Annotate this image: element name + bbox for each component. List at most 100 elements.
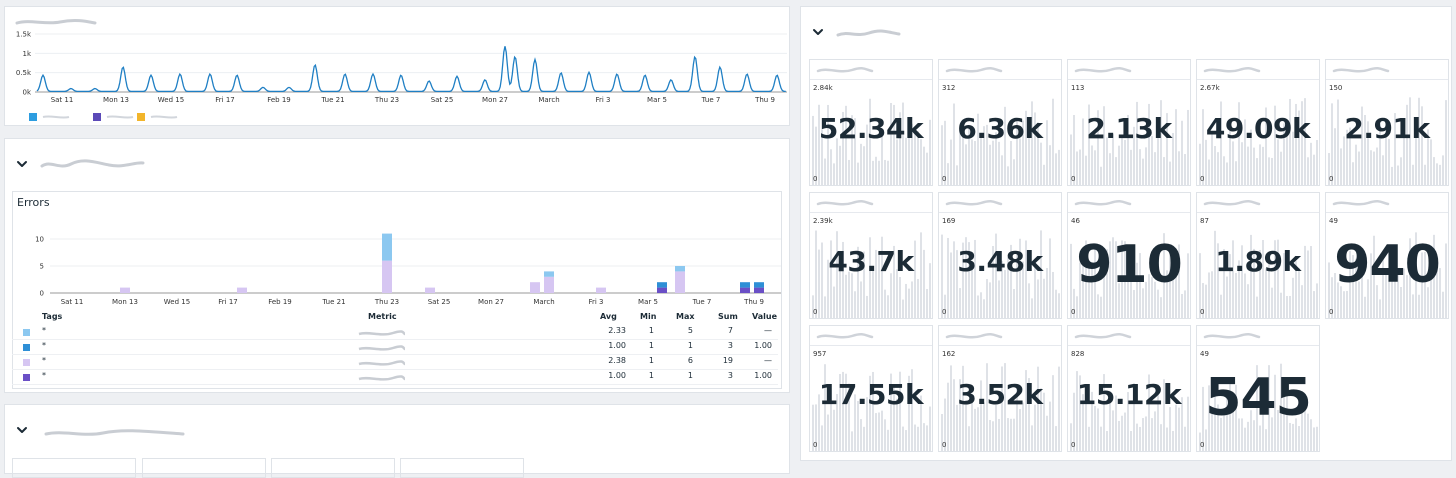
x-tick-label: Wed 15 bbox=[158, 96, 184, 104]
tile-value: 3.48k bbox=[957, 245, 1043, 278]
query-value-tile[interactable]: 87 0 1.89k bbox=[1196, 192, 1320, 319]
query-value-tile[interactable]: 2.67k 0 49.09k bbox=[1196, 59, 1320, 186]
errors-widget-title: Errors bbox=[17, 196, 50, 209]
legend-swatch-purple[interactable] bbox=[93, 113, 101, 121]
tile-value: 2.13k bbox=[1086, 112, 1172, 145]
y-tick-label: 1k bbox=[22, 50, 31, 58]
tile-background-bars bbox=[1199, 230, 1318, 318]
error-bar-segment[interactable] bbox=[237, 287, 247, 293]
error-bar-segment[interactable] bbox=[657, 287, 667, 293]
redacted-title-scribble bbox=[15, 18, 97, 25]
error-bar-segment[interactable] bbox=[596, 287, 606, 293]
legend-swatch-yellow[interactable] bbox=[137, 113, 145, 121]
x-tick-label: Thu 9 bbox=[743, 298, 764, 306]
series-color-swatch bbox=[23, 329, 30, 336]
tile-y-max: 2.39k bbox=[813, 217, 833, 225]
query-value-tile[interactable]: 169 0 3.48k bbox=[938, 192, 1062, 319]
legend-swatch-blue[interactable] bbox=[29, 113, 37, 121]
x-tick-label: Mar 5 bbox=[647, 96, 667, 104]
query-value-tile[interactable]: 46 0 910 bbox=[1067, 192, 1191, 319]
tile-background-bars bbox=[812, 98, 931, 185]
error-bar-segment[interactable] bbox=[120, 287, 130, 293]
tile-y-min: 0 bbox=[1200, 441, 1205, 449]
col-tags[interactable]: Tags bbox=[42, 312, 63, 321]
y-tick-label: 5 bbox=[40, 263, 44, 271]
col-max[interactable]: Max bbox=[676, 312, 695, 321]
table-row[interactable]: * 2.33 1 5 7 — bbox=[12, 326, 778, 340]
error-bar-segment[interactable] bbox=[675, 271, 685, 293]
query-value-tile[interactable]: 2.84k 0 52.34k bbox=[809, 59, 933, 186]
error-bar-segment[interactable] bbox=[740, 282, 750, 288]
x-tick-label: Fri 3 bbox=[595, 96, 610, 104]
cell-min: 1 bbox=[648, 326, 654, 335]
tile-y-min: 0 bbox=[1071, 441, 1076, 449]
col-sum[interactable]: Sum bbox=[718, 312, 738, 321]
error-bar-segment[interactable] bbox=[740, 287, 750, 293]
errors-table-header: Tags Metric Avg Min Max Sum Value bbox=[12, 312, 778, 326]
x-tick-label: March bbox=[538, 96, 559, 104]
chevron-down-icon[interactable] bbox=[15, 423, 29, 437]
col-metric[interactable]: Metric bbox=[368, 312, 397, 321]
error-bar-segment[interactable] bbox=[544, 276, 554, 293]
redacted-metric-scribble bbox=[358, 360, 406, 366]
chevron-down-icon[interactable] bbox=[811, 25, 825, 39]
chevron-down-icon[interactable] bbox=[15, 157, 29, 171]
table-row[interactable]: * 2.38 1 6 19 — bbox=[12, 356, 778, 370]
query-value-tile[interactable]: 2.39k 0 43.7k bbox=[809, 192, 933, 319]
table-row[interactable]: * 1.00 1 1 3 1.00 bbox=[12, 371, 778, 385]
error-bar-segment[interactable] bbox=[382, 233, 392, 261]
query-value-tile[interactable]: 162 0 3.52k bbox=[938, 325, 1062, 452]
tile-background-bars bbox=[941, 363, 1060, 451]
x-tick-label: Mon 27 bbox=[482, 96, 508, 104]
cell-value: 1.00 bbox=[754, 371, 772, 380]
x-tick-label: Feb 19 bbox=[267, 96, 291, 104]
tile-y-min: 0 bbox=[813, 175, 818, 183]
x-tick-label: Tue 7 bbox=[701, 96, 721, 104]
redacted-tile-title-scribble bbox=[1332, 200, 1390, 206]
redacted-group-title-scribble bbox=[44, 429, 185, 436]
tile-y-max: 150 bbox=[1329, 84, 1343, 92]
tile-y-min: 0 bbox=[1071, 308, 1076, 316]
y-tick-label: 0 bbox=[40, 290, 44, 298]
redacted-tile-title-scribble bbox=[816, 333, 874, 339]
cell-avg: 2.38 bbox=[608, 356, 626, 365]
query-value-tile[interactable]: 49 0 940 bbox=[1325, 192, 1449, 319]
query-value-tile[interactable]: 312 0 6.36k bbox=[938, 59, 1062, 186]
cell-avg: 1.00 bbox=[608, 371, 626, 380]
tile-y-min: 0 bbox=[1329, 308, 1334, 316]
error-bar-segment[interactable] bbox=[657, 282, 667, 288]
error-bar-segment[interactable] bbox=[675, 266, 685, 272]
col-min[interactable]: Min bbox=[640, 312, 657, 321]
error-bar-segment[interactable] bbox=[425, 287, 435, 293]
query-value-tile[interactable]: 49 0 545 bbox=[1196, 325, 1320, 452]
tile-header bbox=[1068, 193, 1190, 213]
error-bar-segment[interactable] bbox=[530, 282, 540, 293]
error-bar-segment[interactable] bbox=[382, 260, 392, 293]
error-bar-segment[interactable] bbox=[754, 287, 764, 293]
col-value[interactable]: Value bbox=[752, 312, 778, 321]
x-tick-label: Sat 11 bbox=[61, 298, 84, 306]
timeseries-panel: Sat 11 Mon 13 Wed 15 Fri 17 Feb 19 Tue 21 Thu … bbox=[4, 6, 790, 126]
table-row[interactable]: * 1.00 1 1 3 1.00 bbox=[12, 341, 778, 355]
cell-sum: 19 bbox=[722, 356, 733, 365]
col-avg[interactable]: Avg bbox=[600, 312, 617, 321]
query-value-tile[interactable]: 828 0 15.12k bbox=[1067, 325, 1191, 452]
x-tick-label: Sat 25 bbox=[428, 298, 451, 306]
redacted-tile-title-scribble bbox=[1074, 200, 1132, 206]
query-value-tile[interactable]: 150 0 2.91k bbox=[1325, 59, 1449, 186]
x-tick-label: Feb 19 bbox=[268, 298, 292, 306]
query-value-tile[interactable]: 957 0 17.55k bbox=[809, 325, 933, 452]
redacted-tile-title-scribble bbox=[1203, 200, 1261, 206]
query-value-tile[interactable]: 113 0 2.13k bbox=[1067, 59, 1191, 186]
tile-y-max: 2.84k bbox=[813, 84, 833, 92]
redacted-tile-title-scribble bbox=[945, 200, 1003, 206]
tile-y-min: 0 bbox=[1329, 175, 1334, 183]
error-bar-segment[interactable] bbox=[754, 282, 764, 288]
legend-label-scribble bbox=[42, 115, 70, 119]
x-tick-label: Mon 27 bbox=[478, 298, 504, 306]
cell-tag: * bbox=[42, 326, 46, 335]
tile-value: 1.89k bbox=[1215, 245, 1301, 278]
cell-max: 6 bbox=[687, 356, 693, 365]
tile-header bbox=[1197, 326, 1319, 346]
error-bar-segment[interactable] bbox=[544, 271, 554, 277]
